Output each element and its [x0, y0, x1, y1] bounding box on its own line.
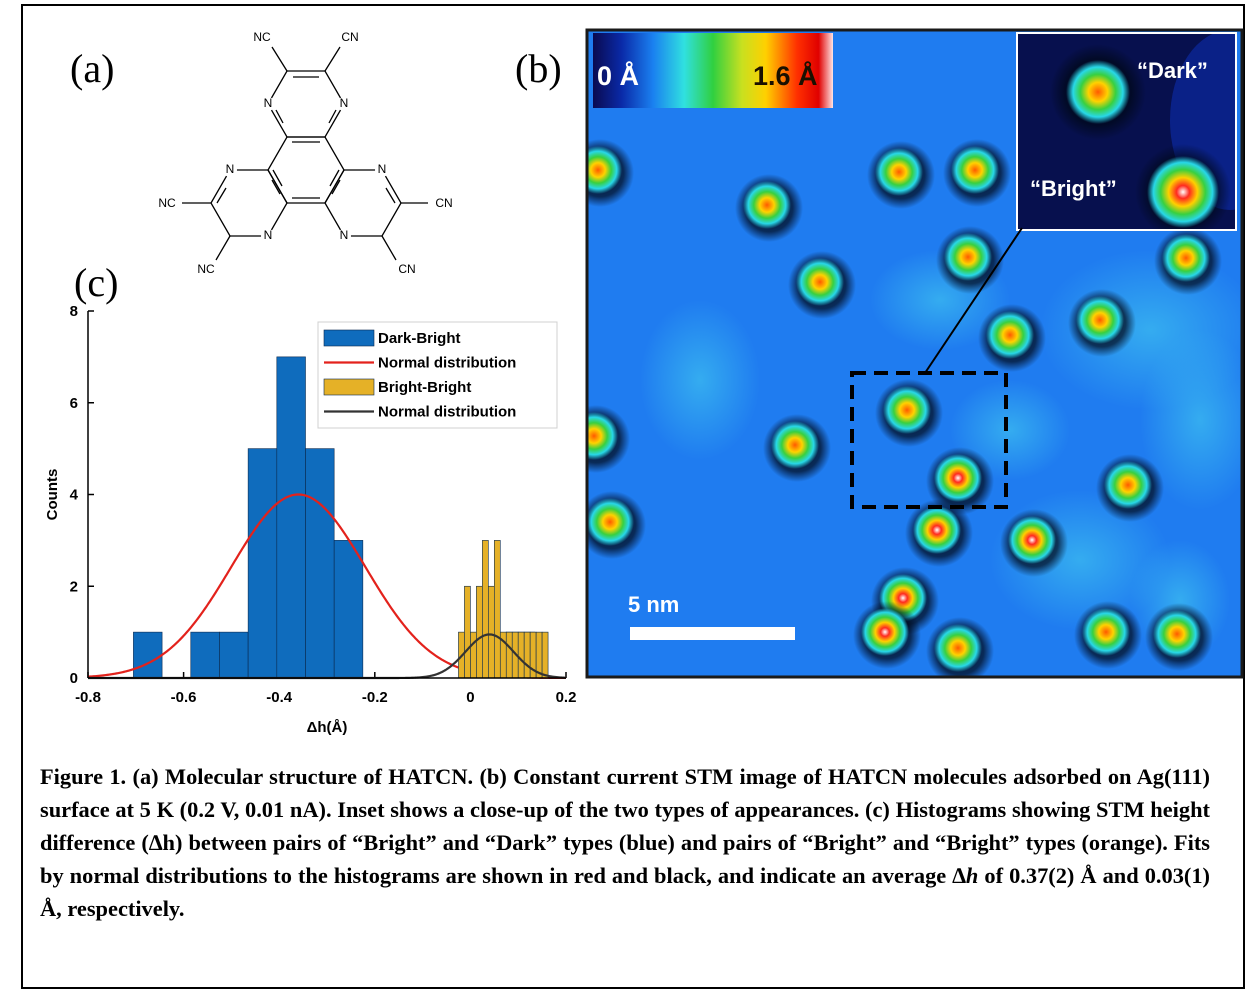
molecule-blob [861, 608, 909, 656]
atom-label: NC [253, 30, 271, 44]
x-tick-label: -0.2 [362, 689, 388, 706]
molecule-blob [883, 386, 931, 434]
legend-label: Bright-Bright [378, 379, 471, 396]
molecule-blob [944, 233, 992, 281]
y-tick-label: 8 [70, 303, 78, 320]
molecule-blob [586, 498, 634, 546]
x-axis-label: Δh(Å) [307, 719, 348, 736]
x-tick-label: -0.8 [75, 689, 101, 706]
atom-label: N [264, 228, 273, 242]
bond [325, 170, 401, 236]
y-tick-label: 6 [70, 395, 78, 412]
molecule-blob [986, 311, 1034, 359]
molecule-blob [570, 412, 618, 460]
bar [219, 632, 248, 678]
atom-label: N [378, 162, 387, 176]
bar [305, 449, 334, 678]
molecule-blob [796, 258, 844, 306]
atom-label: NC [197, 262, 215, 276]
colorbar-label: 0 Å [597, 60, 639, 91]
molecule-blob [1153, 610, 1201, 658]
x-tick-label: 0 [466, 689, 474, 706]
legend-swatch [324, 379, 374, 395]
bar [482, 540, 488, 678]
atom-label: N [340, 228, 349, 242]
y-tick-label: 2 [70, 578, 78, 595]
molecule-blob [875, 148, 923, 196]
inset-label: “Dark” [1137, 58, 1208, 83]
molecule-blob [913, 506, 961, 554]
panel-label: (c) [74, 260, 118, 305]
x-tick-label: -0.4 [266, 689, 293, 706]
molecule-blob [934, 624, 982, 672]
molecule-blob [1162, 234, 1210, 282]
bar [191, 632, 220, 678]
bar [476, 586, 482, 678]
molecule-blob [1082, 608, 1130, 656]
atom-label: CN [435, 196, 452, 210]
molecule-blob [1076, 296, 1124, 344]
caption-symbol: ∆h [952, 863, 978, 888]
bar [248, 449, 277, 678]
atom-label: CN [341, 30, 358, 44]
bond [268, 71, 344, 137]
bar [518, 632, 524, 678]
panel-label: (a) [70, 46, 114, 91]
bar [488, 586, 494, 678]
molecule-blob [1008, 516, 1056, 564]
histogram: 0 2 4 6 8 -0.8 -0.6 -0.4 -0.2 0 0.2 Δh(Å) Counts Dark… [44, 303, 576, 736]
molecule: NC CN N N N N N N NC CN NC CN [158, 30, 452, 276]
molecule-blob [1104, 461, 1152, 509]
legend-label: Normal distribution [378, 355, 516, 372]
bar [464, 586, 470, 678]
y-axis-label: Counts [44, 469, 61, 521]
bar [334, 540, 363, 678]
bar [542, 632, 548, 678]
molecule-blob [951, 146, 999, 194]
atom-label: N [264, 96, 273, 110]
scale-bar-label: 5 nm [628, 592, 679, 617]
bond [182, 47, 428, 260]
bar [524, 632, 530, 678]
colorbar-label: 1.6 Å [753, 60, 818, 91]
atom-label: CN [398, 262, 415, 276]
molecule-blob [743, 181, 791, 229]
scale-bar [630, 627, 795, 640]
page: (a) (b) (c) NC CN N N N N N N NC CN NC C… [0, 0, 1248, 992]
molecule-blob [574, 146, 622, 194]
inset [1017, 30, 1248, 240]
legend-swatch [324, 330, 374, 346]
y-tick-label: 4 [70, 487, 79, 504]
bar [494, 540, 500, 678]
bond [211, 170, 287, 236]
x-tick-label: 0.2 [556, 689, 577, 706]
bar [506, 632, 512, 678]
bar [133, 632, 162, 678]
panel-label: (b) [515, 46, 562, 91]
surface-patch [640, 300, 760, 460]
bond [217, 77, 395, 203]
atom-label: NC [158, 196, 176, 210]
molecule-blob [934, 454, 982, 502]
atom-label: N [340, 96, 349, 110]
atom-label: N [226, 162, 235, 176]
inset-label: “Bright” [1030, 176, 1117, 201]
legend-label: Normal distribution [378, 404, 516, 421]
bar [277, 357, 306, 678]
x-tick-label: -0.6 [171, 689, 197, 706]
molecule-blob [771, 421, 819, 469]
legend-label: Dark-Bright [378, 330, 461, 347]
y-tick-label: 0 [70, 670, 78, 687]
bar [470, 632, 476, 678]
caption: Figure 1. (a) Molecular structure of HAT… [40, 760, 1210, 925]
